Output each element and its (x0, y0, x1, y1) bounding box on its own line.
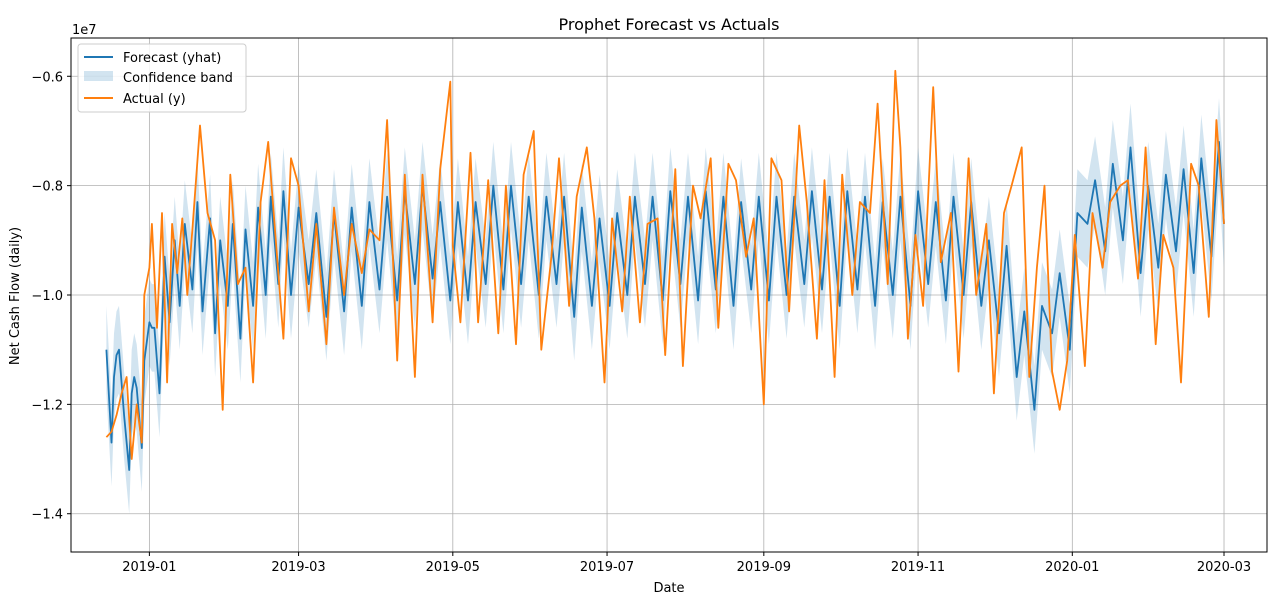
y-tick-label: −1.2 (31, 398, 63, 413)
y-tick-label: −0.8 (31, 180, 63, 195)
legend-box (77, 43, 247, 113)
y-axis-label: Net Cash Flow (daily) (8, 227, 23, 365)
series-lines (105, 69, 1225, 471)
grid (71, 38, 1267, 552)
legend-swatch-band (84, 71, 113, 81)
legend: Forecast (yhat) Confidence band Actual (… (77, 43, 247, 113)
x-tick-label: 2019-03 (271, 560, 325, 575)
y-offset-label: 1e7 (72, 23, 97, 38)
forecast-line (105, 140, 1225, 471)
legend-label-forecast: Forecast (yhat) (123, 51, 221, 66)
legend-label-actual: Actual (y) (123, 92, 186, 107)
y-tick-label: −0.6 (31, 70, 63, 85)
legend-label-band: Confidence band (123, 71, 233, 86)
x-tick-label: 2019-01 (122, 560, 176, 575)
y-tick-label: −1.4 (31, 508, 63, 523)
x-tick-label: 2019-05 (426, 560, 480, 575)
x-tick-label: 2019-09 (737, 560, 791, 575)
x-tick-label: 2019-07 (580, 560, 634, 575)
actual-line (105, 69, 1225, 460)
x-tick-label: 2020-01 (1045, 560, 1099, 575)
x-tick-label: 2020-03 (1197, 560, 1251, 575)
x-tick-label: 2019-11 (891, 560, 945, 575)
axis-ticks: 2019-01 2019-03 2019-05 2019-07 2019-09 2019-… (31, 70, 1251, 575)
plot-frame (70, 37, 1268, 553)
y-tick-label: −1.0 (31, 289, 63, 304)
x-axis-label: Date (653, 581, 684, 596)
chart-title: Prophet Forecast vs Actuals (558, 15, 779, 34)
